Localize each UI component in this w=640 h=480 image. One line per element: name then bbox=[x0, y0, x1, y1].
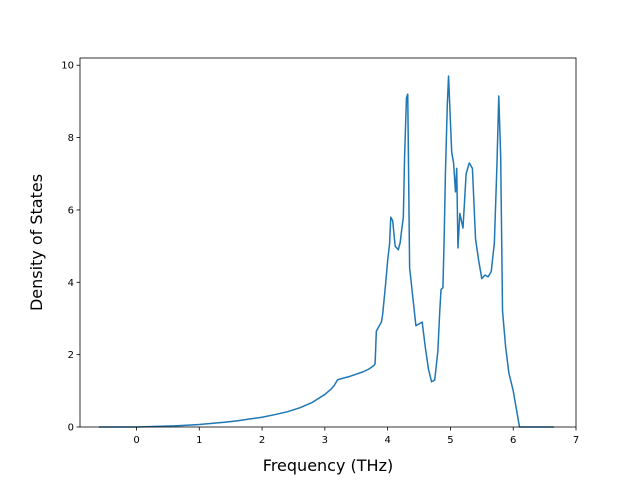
x-tick-label: 3 bbox=[322, 435, 328, 446]
x-tick-label: 1 bbox=[196, 435, 202, 446]
x-tick-label: 5 bbox=[447, 435, 453, 446]
x-tick-label: 4 bbox=[384, 435, 390, 446]
y-tick-label: 10 bbox=[61, 61, 74, 72]
x-tick-label: 7 bbox=[573, 435, 579, 446]
x-axis-label: Frequency (THz) bbox=[263, 456, 393, 475]
y-axis-label: Density of States bbox=[27, 174, 46, 311]
plot-area bbox=[98, 75, 555, 428]
dos-series-line bbox=[98, 75, 555, 428]
x-axis-ticks: 0 1 2 3 4 5 6 7 bbox=[133, 427, 579, 446]
x-tick-label: 0 bbox=[133, 435, 139, 446]
y-axis-ticks: 0 2 4 6 8 10 bbox=[61, 61, 80, 434]
y-tick-label: 8 bbox=[68, 133, 74, 144]
y-tick-label: 4 bbox=[68, 278, 74, 289]
y-tick-label: 2 bbox=[68, 350, 74, 361]
x-tick-label: 2 bbox=[259, 435, 265, 446]
plot-frame bbox=[79, 57, 577, 428]
y-tick-label: 6 bbox=[68, 205, 74, 216]
y-tick-label: 0 bbox=[68, 423, 74, 434]
x-tick-label: 6 bbox=[510, 435, 516, 446]
